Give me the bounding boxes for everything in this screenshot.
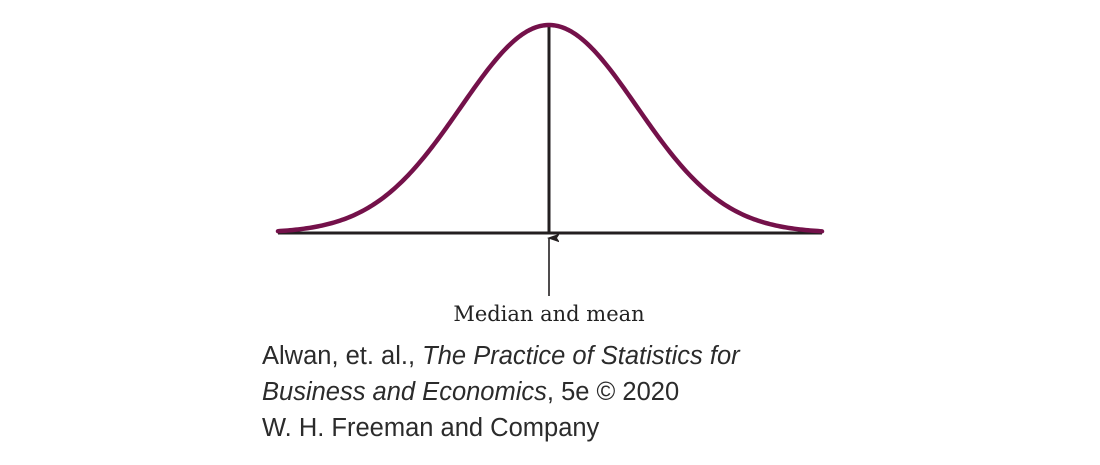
credit-line-2: Business and Economics, 5e © 2020 [262, 374, 962, 410]
median-mean-label: Median and mean [453, 302, 644, 326]
credit-edition: , 5e © 2020 [546, 378, 680, 406]
credit-publisher: W. H. Freeman and Company [262, 414, 600, 442]
density-curve [275, 22, 825, 234]
source-credit: Alwan, et. al., The Practice of Statisti… [262, 338, 962, 446]
credit-line-1: Alwan, et. al., The Practice of Statisti… [262, 338, 962, 374]
credit-title-part-1: The Practice of Statistics for [422, 342, 740, 370]
credit-authors: Alwan, et. al., [262, 342, 423, 370]
credit-title-part-2: Business and Economics [262, 378, 547, 406]
